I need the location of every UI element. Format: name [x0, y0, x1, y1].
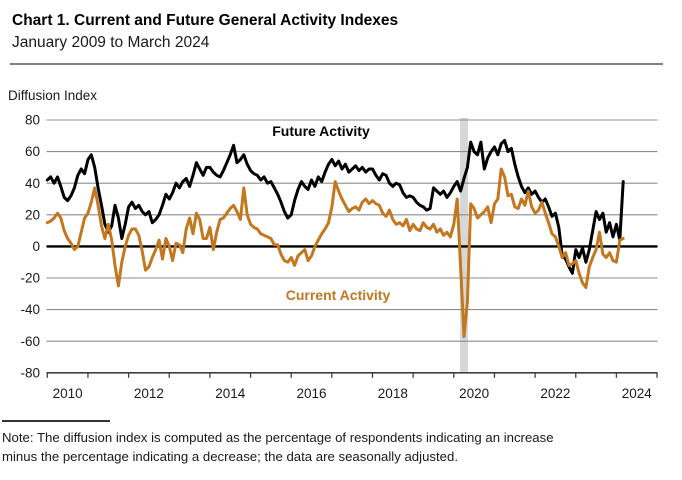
footnote-divider: [2, 420, 110, 422]
x-tick-label: 2016: [297, 386, 327, 401]
x-tick-label: 2020: [459, 386, 489, 401]
y-tick-label: -60: [20, 334, 40, 349]
y-tick-label: -80: [20, 365, 40, 380]
x-tick-label: 2012: [134, 386, 164, 401]
future-activity-label: Future Activity: [272, 123, 370, 139]
y-tick-label: -20: [20, 271, 40, 286]
y-tick-label: 20: [25, 207, 40, 222]
y-tick-label: 40: [25, 176, 40, 191]
y-tick-label: 0: [32, 239, 40, 254]
current-activity-line: [45, 167, 625, 338]
chart-title: Chart 1. Current and Future General Acti…: [12, 12, 399, 29]
y-tick-label: -40: [20, 302, 40, 317]
x-tick-label: 2010: [53, 386, 83, 401]
x-tick-label: 2022: [540, 386, 570, 401]
y-tick-label: 80: [25, 113, 40, 128]
header-divider: [10, 63, 663, 65]
current-activity-label: Current Activity: [285, 287, 391, 303]
y-axis-title: Diffusion Index: [8, 88, 98, 103]
footnote-line-1: Note: The diffusion index is computed as…: [2, 430, 554, 445]
y-tick-label: 60: [25, 144, 40, 159]
footnote-line-2: minus the percentage indicating a decrea…: [2, 449, 458, 465]
x-tick-label: 2014: [215, 386, 246, 401]
future-activity-line: [45, 139, 625, 275]
chart-subtitle: January 2009 to March 2024: [12, 34, 210, 51]
footnote-text: Note: The diffusion index is computed as…: [2, 428, 678, 466]
x-tick-label: 2018: [378, 386, 408, 401]
x-tick-label: 2024: [622, 386, 653, 401]
